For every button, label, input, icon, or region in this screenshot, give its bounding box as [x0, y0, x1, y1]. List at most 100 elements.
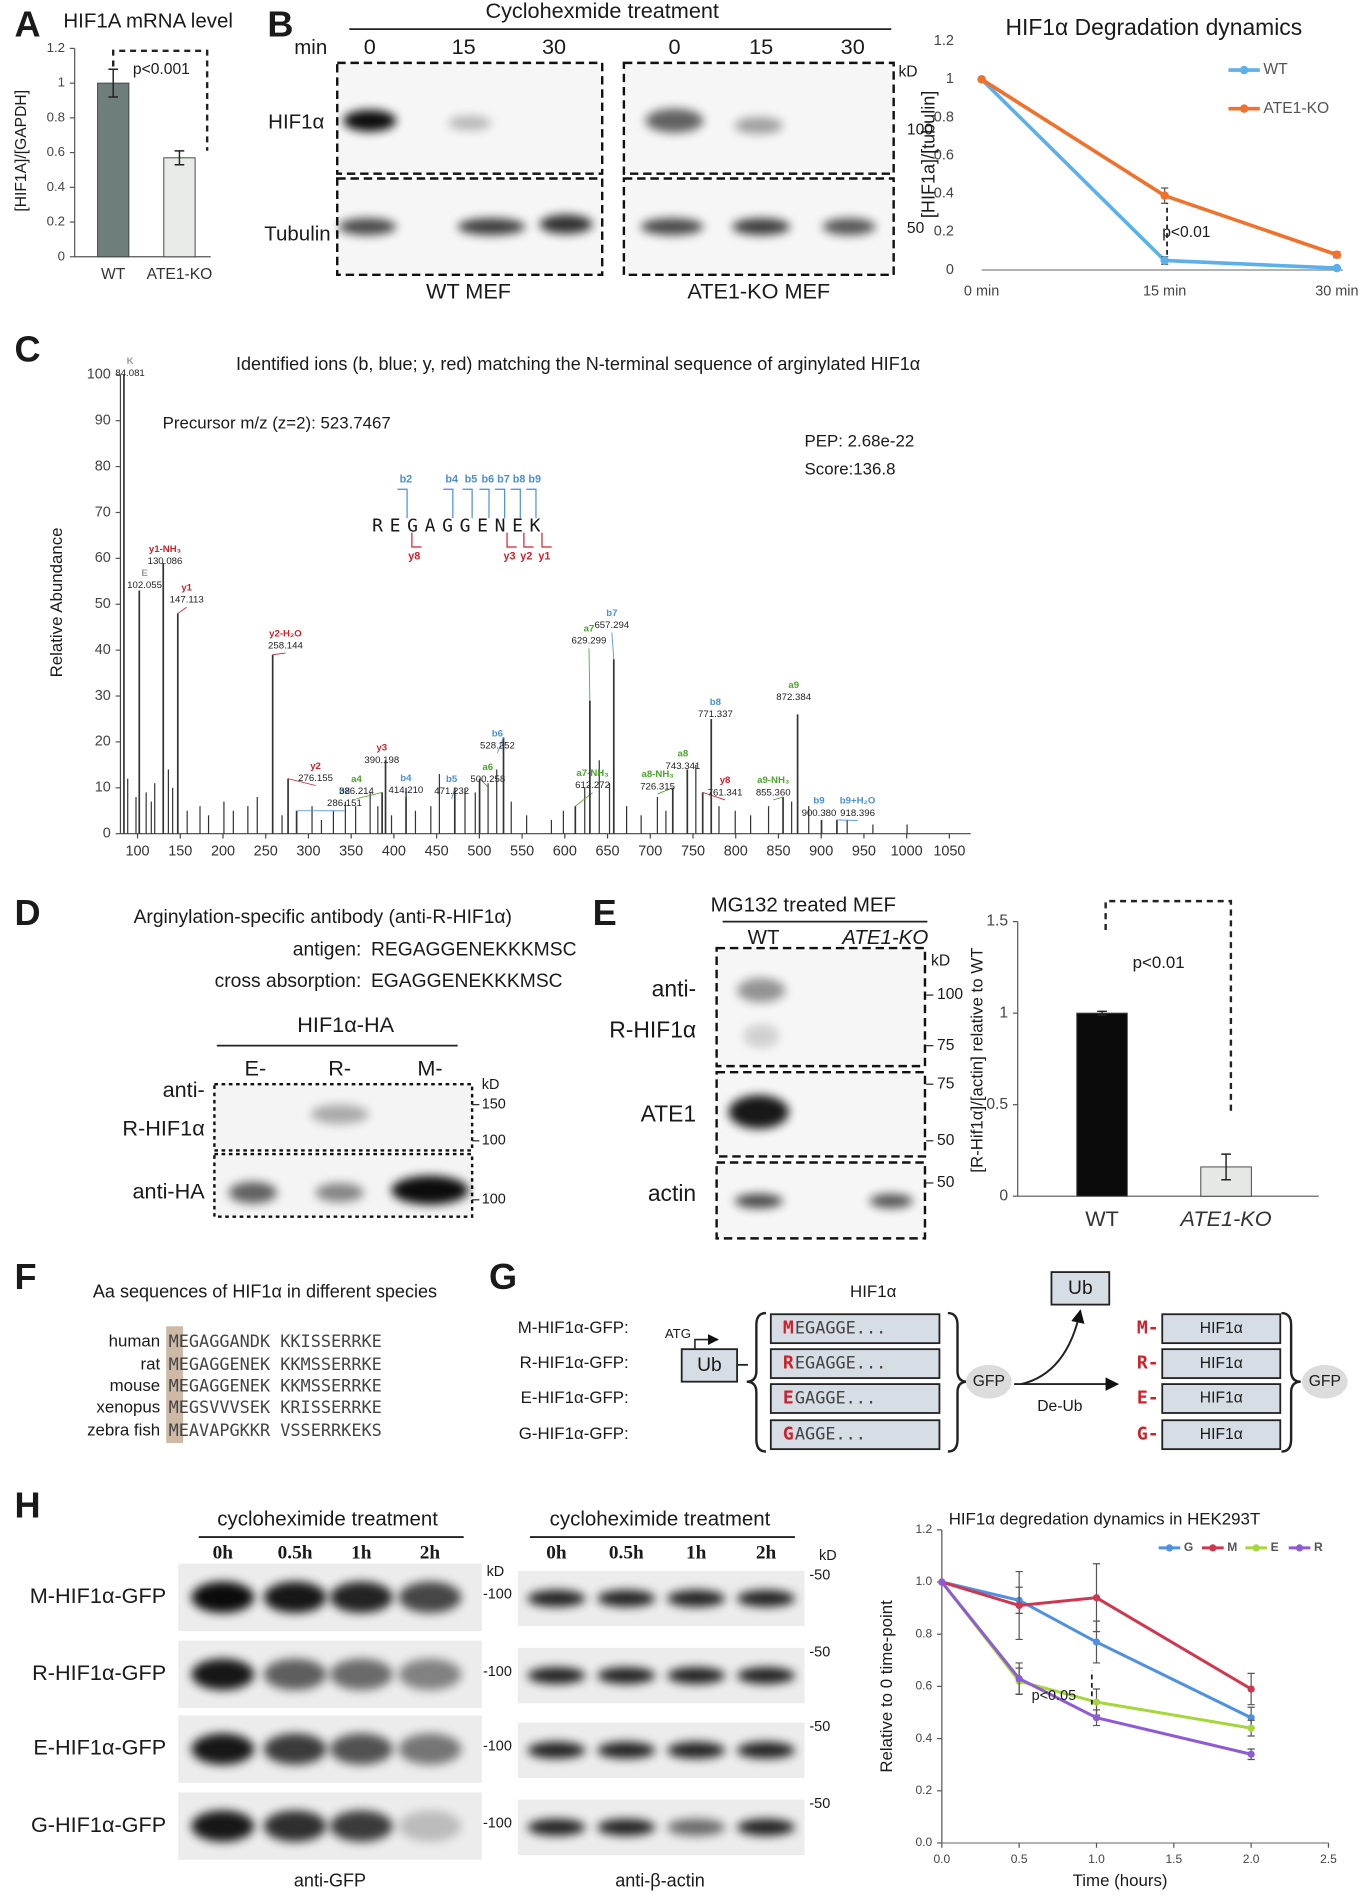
- gfp-tag: [1301, 1364, 1348, 1399]
- peak-label: 612.272: [575, 780, 610, 791]
- x-tick-label: 1000: [891, 844, 923, 860]
- x-tick-label: 2.5: [1320, 1852, 1337, 1866]
- blot-band: [448, 115, 492, 131]
- ion-label: a8: [678, 749, 689, 760]
- lane-label: ATE1-KO: [840, 926, 928, 949]
- label-connector: [702, 791, 726, 801]
- label: ATG: [665, 1326, 691, 1341]
- protein-label: HIF1α: [1200, 1320, 1243, 1337]
- marker-label: -100: [483, 1738, 512, 1754]
- lane-label: 1h: [686, 1542, 707, 1563]
- label-connector: [272, 652, 286, 656]
- y-tick-label: 50: [95, 596, 111, 612]
- peak-label: 918.396: [840, 808, 875, 819]
- b-ion-bracket: [443, 488, 454, 519]
- peak-label: 743.341: [665, 761, 700, 772]
- y-tick-label: 20: [95, 734, 111, 750]
- peak-label: 761.341: [708, 787, 743, 798]
- error-bar: [1221, 1153, 1231, 1181]
- row-label: HIF1α: [268, 110, 324, 133]
- blot-band: [191, 1581, 255, 1613]
- legend-marker: [1252, 1544, 1260, 1552]
- marker-label: 150: [482, 1096, 506, 1112]
- peak-label: 276.155: [298, 773, 333, 784]
- lane-label: E-: [245, 1055, 267, 1080]
- brace: [1281, 1311, 1301, 1453]
- ion-label: y2: [310, 761, 321, 772]
- x-tick-label: 750: [681, 844, 705, 860]
- marker-label: -50: [809, 1644, 830, 1660]
- blot-band: [667, 1741, 726, 1759]
- row-label: R-HIF1α: [609, 1016, 696, 1042]
- label: cross absorption:: [215, 971, 362, 992]
- construct-label: M-HIF1α-GFP:: [518, 1318, 629, 1337]
- blot-band: [667, 1818, 726, 1836]
- lane-label: 2h: [420, 1542, 441, 1563]
- b-ion-bracket: [495, 488, 506, 519]
- label: kD: [482, 1077, 500, 1093]
- y-tick-label: 1: [58, 75, 65, 90]
- y-tick-label: 0.2: [47, 214, 65, 229]
- row-label: actin: [648, 1180, 696, 1206]
- blot-band: [191, 1658, 255, 1691]
- y-axis-label: Relative to 0 time-point: [877, 1600, 896, 1773]
- data-point: [977, 75, 986, 84]
- row-label: M-HIF1α-GFP: [30, 1583, 166, 1608]
- bar: [163, 157, 196, 258]
- legend-marker: [1239, 104, 1249, 113]
- x-tick-label: 300: [296, 844, 320, 860]
- panel-letter: C: [14, 328, 40, 369]
- label: REGAGGENEKKKMSC: [371, 940, 577, 961]
- y-ion-label: y3: [503, 551, 515, 563]
- y-axis-label: [HIF1A]/[GAPDH]: [13, 90, 30, 212]
- y-tick-label: 0.2: [915, 1783, 932, 1797]
- blot-band: [728, 1095, 789, 1129]
- blot-band: [667, 1590, 726, 1607]
- product-box: [1161, 1348, 1282, 1379]
- peak-label: 390.198: [364, 755, 399, 766]
- x-tick-label: 350: [339, 844, 363, 860]
- label: Ub: [1068, 1278, 1093, 1299]
- x-tick-label: 400: [382, 844, 406, 860]
- blot-band: [263, 1733, 327, 1765]
- x-tick-label: 0 min: [964, 284, 999, 300]
- sequence: EGAGGE...: [795, 1318, 886, 1338]
- blot-band: [732, 218, 791, 236]
- label: GFP: [1309, 1373, 1341, 1390]
- label: Cyclohexmide treatment: [485, 0, 719, 23]
- marker-label: -50: [809, 1567, 830, 1583]
- y-tick-label: 80: [95, 458, 111, 474]
- label: Ub: [697, 1355, 722, 1376]
- sequence: MEAVAPGKKR VSSERRKEKS: [169, 1420, 382, 1440]
- row-label: anti-HA: [133, 1178, 206, 1203]
- marker-label: -50: [809, 1719, 830, 1735]
- y-ion-bracket: [506, 532, 517, 548]
- y-tick-label: 1.0: [915, 1574, 932, 1588]
- x-tick-label: 200: [211, 844, 235, 860]
- blot-band: [734, 117, 783, 134]
- peak-label: 771.337: [698, 709, 733, 720]
- panel-letter: B: [267, 3, 293, 44]
- lane-label: 1h: [351, 1542, 372, 1563]
- label: antigen:: [293, 940, 362, 961]
- y-tick-label: 0.6: [934, 147, 954, 163]
- chart-title: HIF1α degredation dynamics in HEK293T: [949, 1510, 1261, 1529]
- label: Aa sequences of HIF1α in different speci…: [93, 1281, 437, 1301]
- data-point: [1015, 1601, 1023, 1610]
- y-tick-label: 0.4: [915, 1731, 932, 1745]
- marker-label: 75: [937, 1037, 955, 1054]
- blot-band: [737, 978, 786, 1003]
- marker-label: 100: [907, 121, 933, 138]
- sequence: MEGSVVVSEK KRISSERRKE: [169, 1397, 382, 1417]
- blot-band: [457, 218, 526, 236]
- legend-marker: [1165, 1544, 1174, 1552]
- legend-label: M: [1227, 1540, 1237, 1554]
- b-ion-label: b6: [481, 473, 494, 485]
- legend-label: WT: [1263, 61, 1288, 78]
- data-point: [1092, 1698, 1101, 1706]
- row-label: G-HIF1α-GFP: [31, 1812, 166, 1837]
- data-point: [1160, 256, 1169, 265]
- label-connector: [836, 819, 858, 821]
- blot-band: [191, 1810, 255, 1842]
